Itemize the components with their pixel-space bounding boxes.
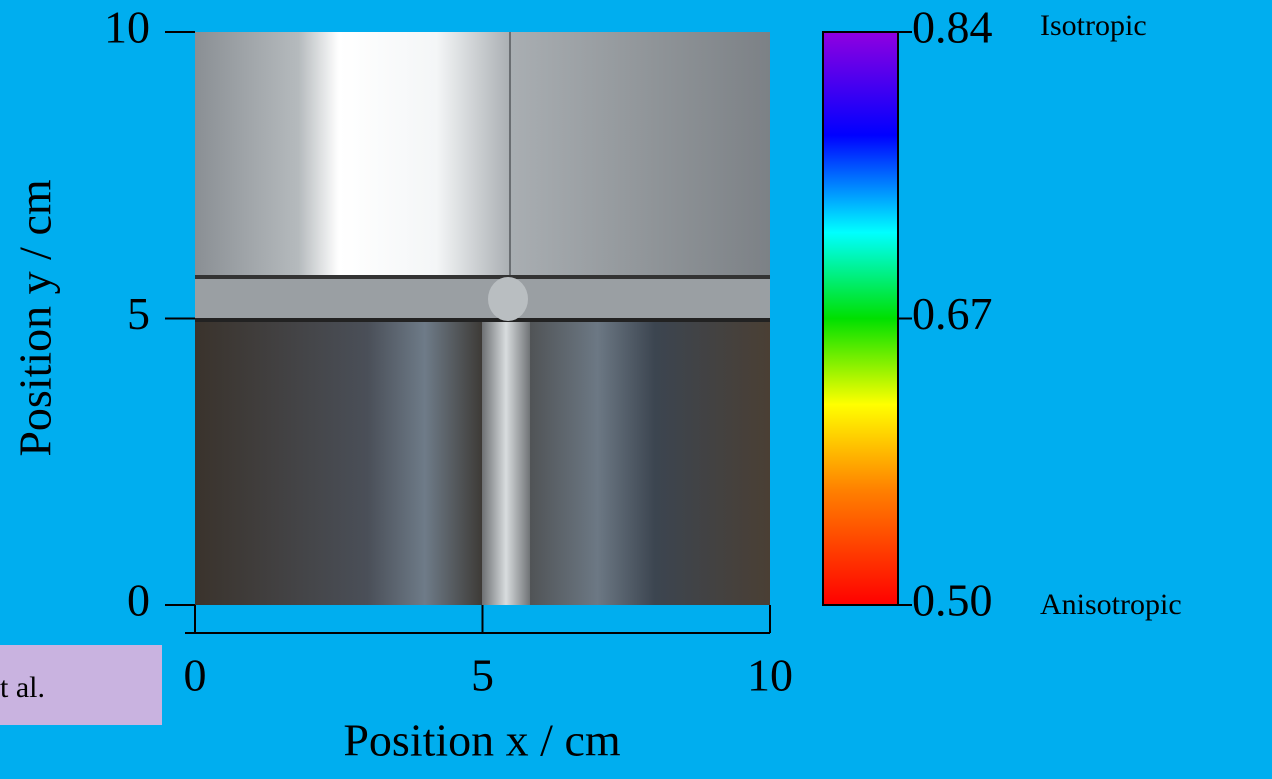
x-tick-label: 10 (747, 650, 793, 701)
x-tick-label: 0 (184, 650, 207, 701)
y-tick-label: 5 (127, 288, 150, 339)
y-tick-label: 0 (127, 575, 150, 626)
chart: t al. Position x / cm Position y / cm 0 5… (0, 0, 1272, 779)
y-tick-label: 10 (104, 2, 150, 53)
colorbar-bottom-label: Anisotropic (1040, 588, 1182, 621)
colorbar-top-label: Isotropic (1040, 9, 1147, 42)
y-axis-label: Position y / cm (10, 179, 61, 457)
colorbar-tick-label: 0.67 (912, 288, 993, 339)
colorbar (823, 32, 898, 605)
page: {"chart_data": {"type": "image", "x_labe… (0, 0, 1272, 779)
x-axis-label: Position x / cm (343, 715, 621, 766)
photo (195, 32, 770, 605)
x-tick-label: 5 (471, 650, 494, 701)
annotation: t al. (0, 671, 45, 704)
colorbar-tick-label: 0.50 (912, 575, 993, 626)
colorbar-tick-label: 0.84 (912, 2, 993, 53)
